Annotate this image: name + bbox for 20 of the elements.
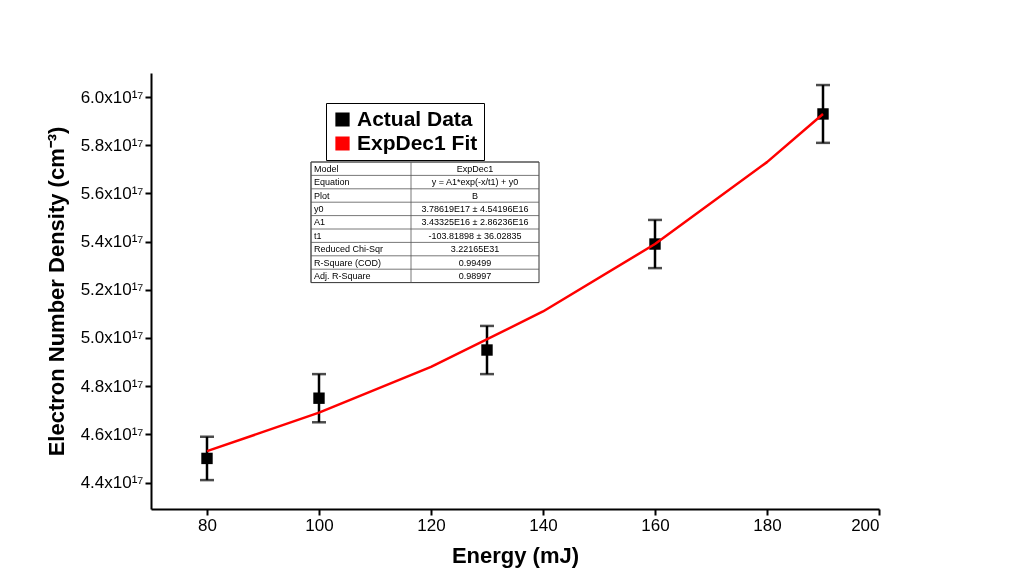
y-tick-label: 4.6x10¹⁷ — [80, 424, 144, 444]
x-tick-label: 80 — [198, 515, 217, 535]
x-tick-label: 100 — [305, 515, 334, 535]
x-tick-label: 160 — [641, 515, 670, 535]
y-tick-label: 5.0x10¹⁷ — [80, 328, 144, 348]
x-tick-label: 140 — [529, 515, 558, 535]
x-axis-title: Energy (mJ) — [451, 542, 580, 568]
y-tick-label: 5.6x10¹⁷ — [80, 183, 144, 203]
x-tick-label: 180 — [753, 515, 782, 535]
y-tick-label: 5.8x10¹⁷ — [80, 135, 144, 155]
y-axis-title: Electron Number Density (cm⁻³) — [43, 126, 69, 457]
y-tick-label: 4.8x10¹⁷ — [80, 376, 144, 396]
x-tick-label: 200 — [851, 515, 880, 535]
y-tick-label: 5.4x10¹⁷ — [80, 232, 144, 252]
y-tick-label: 5.2x10¹⁷ — [80, 280, 144, 300]
legend-label: Actual Data — [357, 106, 473, 130]
x-tick-label: 120 — [417, 515, 446, 535]
y-tick-label: 6.0x10¹⁷ — [80, 87, 144, 107]
y-tick-label: 4.4x10¹⁷ — [80, 473, 144, 492]
legend-label: ExpDec1 Fit — [357, 130, 478, 154]
